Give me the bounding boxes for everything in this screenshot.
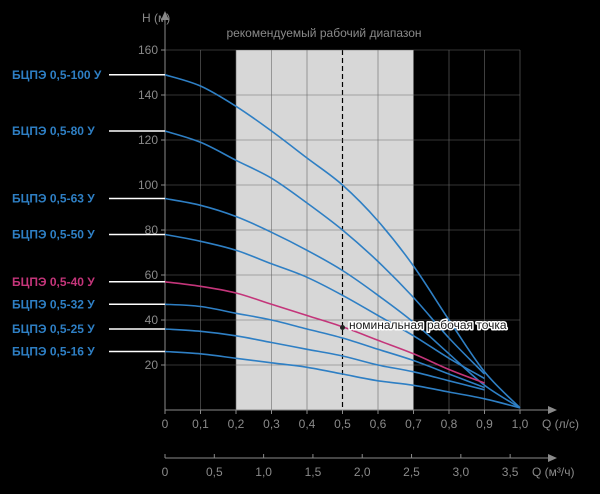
series-label: БЦПЭ 0,5-32 У — [12, 297, 95, 311]
x-tick-label: 0,9 — [476, 417, 493, 431]
series-label: БЦПЭ 0,5-80 У — [12, 124, 95, 138]
x-tick-label: 1,0 — [512, 417, 529, 431]
series-line — [164, 74, 521, 409]
y-tick-label: 160 — [138, 43, 158, 57]
series-line — [164, 233, 485, 380]
nominal-point-label: номинальная рабочая точка — [349, 318, 507, 332]
x-tick-label: 0,5 — [334, 417, 351, 431]
series-label: БЦПЭ 0,5-100 У — [12, 68, 102, 82]
x2-axis-arrow — [548, 454, 557, 462]
x2-tick-label: 1,0 — [255, 465, 272, 479]
x-tick-label: 0,4 — [299, 417, 316, 431]
y-tick-label: 100 — [138, 178, 158, 192]
x-tick-label: 0,6 — [370, 417, 387, 431]
y-tick-label: 120 — [138, 133, 158, 147]
series-label: БЦПЭ 0,5-25 У — [12, 322, 95, 336]
y-tick-label: 80 — [145, 223, 159, 237]
x2-tick-label: 3,0 — [452, 465, 469, 479]
x-tick-label: 0,7 — [405, 417, 422, 431]
x-tick-label: 0,2 — [228, 417, 245, 431]
x2-axis-title: Q (м³/ч) — [532, 465, 575, 479]
x2-tick-label: 0,5 — [206, 465, 223, 479]
series-line — [164, 130, 486, 375]
series-line — [164, 197, 521, 409]
y-axis-title: H (м) — [142, 11, 170, 25]
x-axis-title: Q (л/с) — [542, 417, 579, 431]
recommended-range-title: рекомендуемый рабочий диапазон — [226, 26, 421, 40]
series-labels: БЦПЭ 0,5-100 У БЦПЭ 0,5-80 У БЦПЭ 0,5-63 У… — [12, 68, 345, 359]
series-label: БЦПЭ 0,5-63 У — [12, 192, 95, 206]
x-tick-label: 0,8 — [441, 417, 458, 431]
axes: 20 40 60 80 100 120 140 160 0 0,1 0,2 0,3 0,4 0,5 0,6 0… — [138, 11, 557, 479]
x-tick-label: 0,3 — [263, 417, 280, 431]
y-tick-label: 40 — [145, 313, 159, 327]
series-line — [164, 350, 521, 409]
x2-tick-label: 2,5 — [403, 465, 420, 479]
series-label: БЦПЭ 0,5-16 У — [12, 345, 95, 359]
series-label: БЦПЭ 0,5-40 У — [12, 275, 95, 289]
series-lines — [164, 74, 521, 409]
nominal-point-marker — [340, 325, 345, 330]
y-tick-label: 60 — [145, 268, 159, 282]
series-line — [164, 281, 485, 384]
x-axis-arrow — [548, 406, 557, 414]
series-line — [164, 328, 485, 391]
x2-tick-label: 3,5 — [502, 465, 519, 479]
y-tick-label: 140 — [138, 88, 158, 102]
x2-tick-label: 2,0 — [354, 465, 371, 479]
x2-tick-label: 0 — [162, 465, 169, 479]
y-axis-arrow — [161, 11, 169, 20]
x-tick-label: 0,1 — [192, 417, 209, 431]
x2-tick-label: 1,5 — [305, 465, 322, 479]
y-tick-label: 20 — [145, 358, 159, 372]
series-line — [164, 303, 485, 389]
x-tick-label: 0 — [162, 417, 169, 431]
series-label: БЦПЭ 0,5-50 У — [12, 228, 95, 242]
